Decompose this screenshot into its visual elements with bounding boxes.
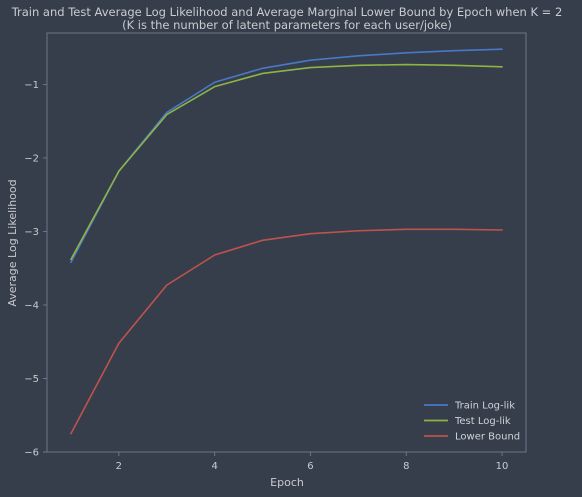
y-tick-label: −2	[24, 153, 39, 164]
x-tick-label: 4	[211, 461, 217, 472]
legend-label: Lower Bound	[455, 432, 520, 443]
y-axis-ticks: −6 −5 −4 −3 −2 −1	[24, 80, 47, 459]
legend-item: Lower Bound	[424, 432, 520, 443]
legend: Train Log-lik Test Log-lik Lower Bound	[424, 401, 520, 443]
legend-label: Train Log-lik	[454, 401, 515, 412]
legend-item: Test Log-lik	[424, 416, 511, 427]
series-line-lower-bound	[70, 228, 503, 435]
x-tick-label: 10	[496, 461, 509, 472]
series-lines	[70, 48, 503, 435]
legend-item: Train Log-lik	[424, 401, 515, 412]
y-tick-label: −4	[24, 300, 39, 311]
x-axis-ticks: 2 4 6 8 10	[116, 452, 509, 472]
y-axis-label: Average Log Likelihood	[6, 179, 19, 306]
x-axis-label: Epoch	[270, 476, 304, 489]
x-tick-label: 6	[307, 461, 313, 472]
x-tick-label: 2	[116, 461, 122, 472]
y-tick-label: −1	[24, 80, 39, 91]
series-line-test-log-lik	[70, 63, 503, 261]
y-tick-label: −5	[24, 374, 39, 385]
chart-title: Train and Test Average Log Likelihood an…	[11, 5, 563, 19]
legend-label: Test Log-lik	[454, 416, 511, 427]
y-tick-label: −3	[24, 227, 39, 238]
x-tick-label: 8	[403, 461, 409, 472]
plot-area-frame	[46, 32, 527, 453]
series-line-train-log-lik	[70, 48, 503, 264]
y-tick-label: −6	[24, 448, 39, 459]
chart-subtitle: (K is the number of latent parameters fo…	[122, 18, 452, 32]
